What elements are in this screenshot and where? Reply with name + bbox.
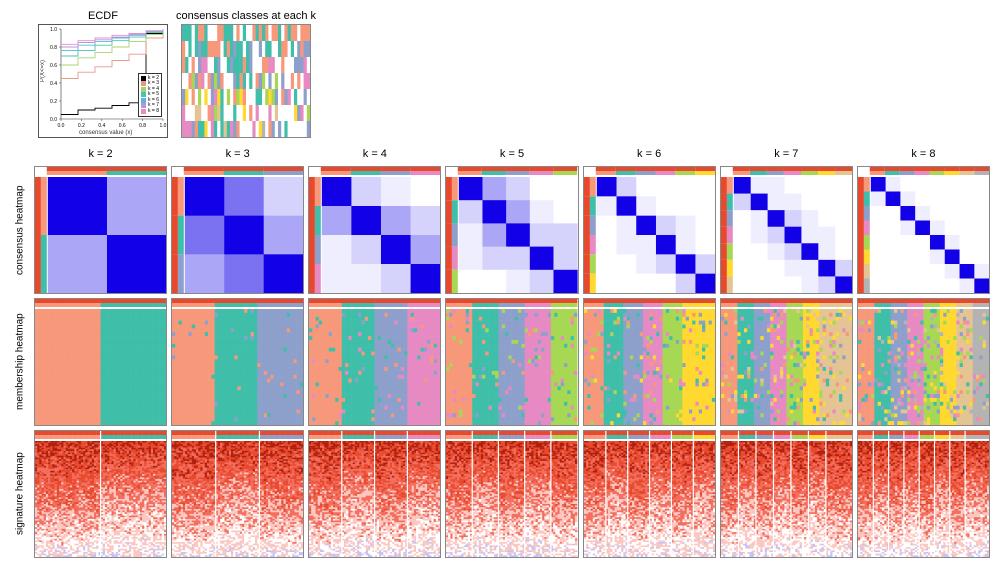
signature-k4 xyxy=(308,430,441,558)
svg-text:0.2: 0.2 xyxy=(50,99,57,105)
svg-text:1.0: 1.0 xyxy=(160,123,167,129)
consensus-k5 xyxy=(445,166,578,294)
ecdf-title: ECDF xyxy=(88,10,118,22)
consensus-k6 xyxy=(583,166,716,294)
svg-text:0.6: 0.6 xyxy=(119,123,126,129)
signature-k5 xyxy=(445,430,578,558)
consensus-k3 xyxy=(171,166,304,294)
signature-k6 xyxy=(583,430,716,558)
consensus-classes-panel: consensus classes at each k xyxy=(176,10,316,138)
signature-k3 xyxy=(171,430,304,558)
membership-k2 xyxy=(34,298,167,426)
col-header-k5: k = 5 xyxy=(445,146,578,162)
svg-text:0.6: 0.6 xyxy=(50,63,57,69)
signature-k8 xyxy=(857,430,990,558)
svg-text:0.4: 0.4 xyxy=(50,81,57,87)
row-label: membership heatmap xyxy=(10,298,30,426)
membership-k6 xyxy=(583,298,716,426)
membership-k8 xyxy=(857,298,990,426)
ecdf-plot: 0.00.20.40.60.81.00.00.20.40.60.81.0cons… xyxy=(38,24,168,138)
svg-text:0.8: 0.8 xyxy=(50,45,57,51)
membership-k5 xyxy=(445,298,578,426)
col-header-k4: k = 4 xyxy=(308,146,441,162)
col-header-k7: k = 7 xyxy=(720,146,853,162)
signature-k7 xyxy=(720,430,853,558)
svg-text:0.2: 0.2 xyxy=(78,123,85,129)
svg-text:0.0: 0.0 xyxy=(50,117,57,123)
consensus-k4 xyxy=(308,166,441,294)
col-header-k6: k = 6 xyxy=(583,146,716,162)
row-label: consensus heatmap xyxy=(10,166,30,294)
svg-text:1.0: 1.0 xyxy=(50,27,57,33)
signature-k2 xyxy=(34,430,167,558)
consensus-classes-plot xyxy=(181,24,311,138)
col-header-k3: k = 3 xyxy=(171,146,304,162)
svg-text:0.8: 0.8 xyxy=(139,123,146,129)
col-header-k2: k = 2 xyxy=(34,146,167,162)
svg-text:0.4: 0.4 xyxy=(98,123,105,129)
membership-k7 xyxy=(720,298,853,426)
col-header-k8: k = 8 xyxy=(857,146,990,162)
consensus-classes-title: consensus classes at each k xyxy=(176,10,316,22)
consensus-k7 xyxy=(720,166,853,294)
consensus-k2 xyxy=(34,166,167,294)
svg-text:0.0: 0.0 xyxy=(58,123,65,129)
ecdf-panel: ECDF 0.0 0.2 0.4 0.6 0.8 1.0 0.0 0.2 0.4 0.6 0.8 1.… xyxy=(38,10,168,138)
membership-k3 xyxy=(171,298,304,426)
row-label: signature heatmap xyxy=(10,430,30,558)
heatmap-grid: k = 2k = 3k = 4k = 5 k = 6k = 7k = 8 conse… xyxy=(10,146,990,558)
consensus-k8 xyxy=(857,166,990,294)
membership-k4 xyxy=(308,298,441,426)
